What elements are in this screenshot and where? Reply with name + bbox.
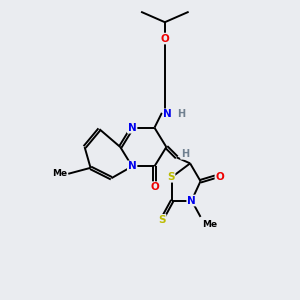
Text: N: N bbox=[164, 109, 172, 119]
Text: N: N bbox=[187, 196, 196, 206]
Text: N: N bbox=[128, 123, 136, 133]
Text: Me: Me bbox=[202, 220, 217, 229]
Text: O: O bbox=[215, 172, 224, 182]
Text: N: N bbox=[128, 161, 136, 171]
Text: S: S bbox=[158, 215, 166, 225]
Text: S: S bbox=[167, 172, 175, 182]
Text: O: O bbox=[150, 182, 159, 192]
Text: H: H bbox=[181, 149, 189, 159]
Text: O: O bbox=[160, 34, 169, 44]
Text: Me: Me bbox=[52, 169, 67, 178]
Text: H: H bbox=[177, 109, 185, 119]
